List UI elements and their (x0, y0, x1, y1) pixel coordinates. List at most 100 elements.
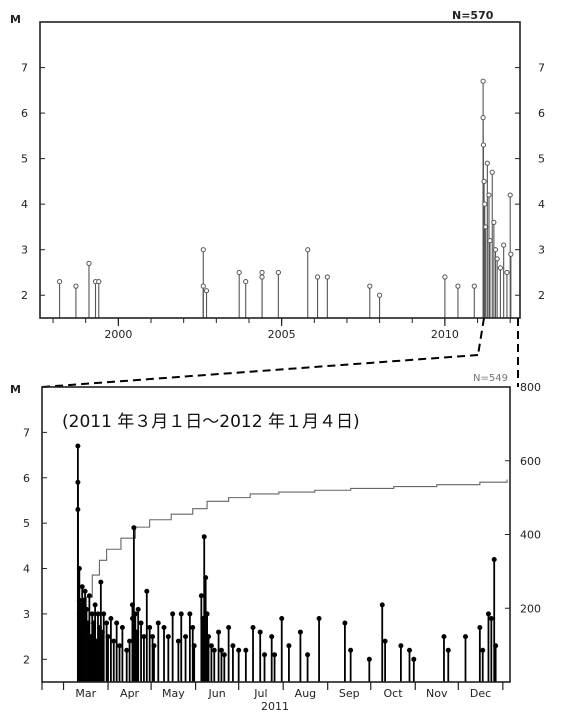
top-panel: M N=570 2 2 3 3 4 4 5 5 6 6 7 7 2000 2005 2010 (10, 9, 545, 341)
top-stem-head-24 (481, 178, 487, 184)
period-caption: (2011 年３月１日～2012 年１月４日) (62, 412, 360, 432)
top-stems (56, 78, 514, 318)
bottom-stem-head-4 (76, 597, 82, 603)
bottom-stem-head-75 (269, 634, 275, 640)
bottom-stem-head-59 (201, 534, 207, 540)
top-stem-head-12 (275, 269, 281, 276)
bottom-stem-head-94 (480, 647, 486, 653)
bottom-month-label-3: Jun (208, 687, 226, 700)
top-stem-head-29 (487, 237, 493, 244)
top-ytick-label-left-5: 7 (21, 62, 28, 75)
top-stem-head-32 (492, 247, 499, 253)
bottom-stem-head-90 (441, 634, 447, 640)
bottom-stem-head-87 (398, 643, 404, 649)
top-x-ticks: 2000 2005 2010 (52, 318, 511, 341)
bottom-stem-head-17 (89, 611, 95, 617)
bottom-ytick-label-1: 3 (23, 608, 30, 621)
bottom-stem-head-72 (250, 625, 256, 631)
top-stem-head-11 (259, 274, 265, 280)
bottom-stem-head-64 (211, 647, 217, 653)
top-stem-head-14 (314, 274, 321, 280)
bottom-stem-head-96 (488, 615, 494, 621)
bottom-month-label-2: May (162, 687, 185, 700)
bottom-stem-head-88 (407, 647, 413, 653)
bottom-stem-head-15 (86, 593, 92, 599)
bottom-stem-head-71 (243, 647, 249, 653)
top-stem-head-8 (236, 269, 242, 276)
zoom-line-left (41, 354, 479, 388)
bottom-stem-head-33 (124, 647, 130, 653)
bottom-month-label-6: Sep (339, 687, 360, 700)
bottom-stem-head-48 (161, 625, 167, 631)
top-stem-head-16 (367, 283, 373, 289)
top-stem-head-38 (508, 251, 514, 257)
bottom-y2tick-label-3: 800 (520, 381, 541, 394)
top-stem-head-18 (442, 274, 448, 280)
top-ytick-label-right-0: 2 (538, 289, 545, 302)
top-stem-head-25 (482, 201, 488, 207)
bottom-y2tick-label-1: 400 (520, 529, 541, 542)
bottom-stem-head-3 (76, 566, 82, 572)
bottom-stem-head-98 (493, 643, 499, 649)
bottom-stem-head-80 (305, 652, 311, 658)
bottom-stem-head-68 (226, 625, 232, 631)
top-stem-head-36 (504, 269, 510, 276)
bottom-stem-head-97 (491, 556, 497, 562)
top-stem-head-6 (200, 283, 206, 289)
bottom-stem-head-83 (348, 647, 354, 653)
top-stem-head-4 (96, 278, 102, 285)
bottom-stem-head-77 (279, 615, 285, 621)
top-plot-frame (39, 21, 521, 319)
bottom-stem-head-74 (262, 652, 268, 658)
bottom-stem-head-57 (198, 593, 204, 599)
bottom-stem-head-30 (114, 620, 120, 626)
bottom-stem-head-84 (366, 656, 372, 662)
bottom-stem-head-21 (95, 611, 101, 617)
bottom-month-label-7: Oct (383, 687, 403, 700)
bottom-stem-head-76 (272, 652, 278, 658)
bottom-stem-head-79 (297, 629, 303, 635)
bottom-stem-head-52 (178, 611, 184, 617)
bottom-ytick-label-0: 2 (23, 653, 30, 666)
bottom-stem-head-70 (236, 647, 242, 653)
bottom-ytick-label-2: 4 (23, 563, 30, 576)
zoom-line-left-upper (477, 317, 485, 356)
bottom-stem-head-82 (342, 620, 348, 626)
bottom-stem-head-27 (105, 634, 111, 640)
top-ytick-label-left-2: 4 (21, 198, 28, 211)
bottom-stem-head-23 (98, 579, 104, 585)
bottom-month-label-0: Mar (75, 687, 96, 700)
bottom-stem-head-91 (445, 647, 451, 653)
top-xtick-label-2: 2010 (431, 328, 459, 341)
top-ytick-label-right-2: 4 (538, 198, 545, 211)
top-stem-head-17 (376, 292, 383, 298)
top-stem-head-37 (507, 192, 513, 198)
top-stem-head-10 (259, 269, 265, 276)
bottom-stem-head-42 (141, 634, 147, 640)
bottom-stem-head-19 (92, 602, 98, 608)
top-ytick-label-left-1: 3 (21, 244, 28, 257)
top-stem-head-1 (73, 283, 79, 289)
bottom-stem-head-51 (175, 638, 181, 644)
top-y-axis-label: M (10, 13, 21, 26)
top-stem-head-7 (203, 288, 210, 294)
bottom-month-label-4: Jul (253, 687, 267, 700)
zoom-connector (41, 317, 519, 388)
bottom-stem-head-62 (206, 634, 212, 640)
bottom-stem-head-67 (221, 652, 227, 658)
top-stem-head-5 (200, 247, 206, 253)
top-stem-head-35 (501, 242, 507, 248)
top-ytick-label-right-3: 5 (538, 153, 545, 166)
bottom-stem-head-81 (316, 615, 322, 621)
bottom-y2-ticks: 200 400 600 800 (505, 381, 541, 615)
top-stem-head-20 (471, 283, 477, 289)
bottom-x-ticks: Mar Apr May Jun Jul Aug Sep Oct Nov Dec (41, 682, 504, 700)
bottom-stem-head-25 (101, 611, 107, 617)
top-stem-head-2 (86, 260, 92, 266)
bottom-stem-head-12 (82, 588, 88, 594)
bottom-stem-head-8 (79, 584, 85, 590)
bottom-stem-head-43 (144, 588, 150, 594)
bottom-panel: M N=549 (2011 年３月１日～2012 年１月４日) 2 3 4 5 6 7 2… (10, 373, 541, 713)
bottom-stem-head-93 (477, 625, 483, 631)
top-ytick-label-right-4: 6 (538, 107, 545, 120)
